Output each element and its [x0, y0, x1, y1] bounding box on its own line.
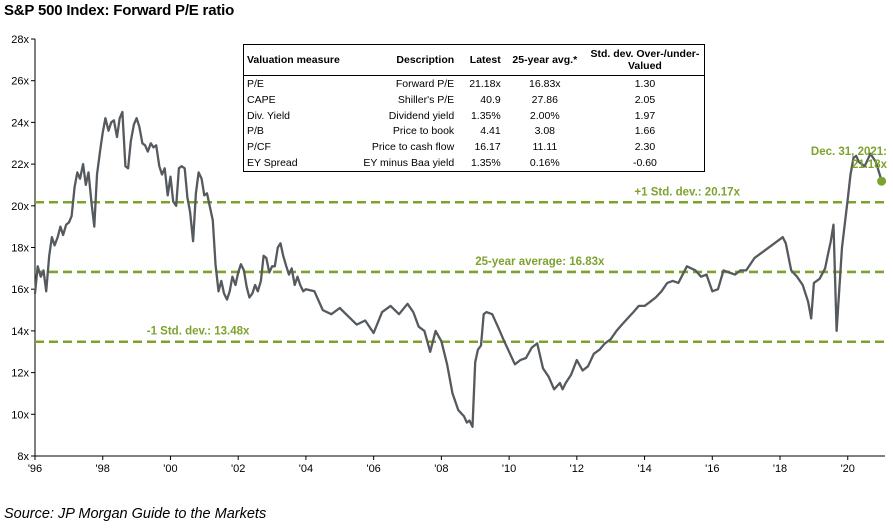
cell-stddev: 1.66 [634, 125, 656, 138]
series-line [33, 110, 883, 428]
x-tick-label: '02 [231, 463, 245, 475]
y-tick-label: 18x [11, 243, 29, 255]
reference-line-label: -1 Std. dev.: 13.48x [147, 326, 250, 338]
y-tick-label: 28x [11, 34, 29, 46]
end-point-marker [877, 176, 887, 186]
cell-measure: P/E [247, 77, 264, 90]
cell-latest: 4.41 [480, 125, 501, 138]
table-row: CAPE Shiller's P/E 40.9 27.86 2.05 [244, 92, 705, 108]
cell-description: Forward P/E [395, 77, 455, 90]
cell-measure: CAPE [247, 93, 276, 106]
y-tick-label: 14x [11, 326, 29, 338]
table-row: Div. Yield Dividend yield 1.35% 2.00% 1.… [244, 108, 705, 124]
cell-description: Dividend yield [388, 109, 455, 122]
x-tick-label: '96 [28, 463, 42, 475]
table-row: P/E Forward P/E 21.18x 16.83x 1.30 [244, 76, 705, 92]
cell-avg: 27.86 [531, 93, 558, 106]
cell-avg: 0.16% [529, 157, 560, 170]
header-description: Description [355, 44, 458, 76]
x-tick-label: '18 [773, 463, 787, 475]
x-tick-label: '98 [96, 463, 110, 475]
x-tick-label: '08 [434, 463, 448, 475]
end-point-label: 21.18x [852, 159, 888, 171]
y-tick-label: 26x [11, 76, 29, 88]
source-note: Source: JP Morgan Guide to the Markets [4, 506, 267, 522]
annotations: Dec. 31, 2021:21.18x [811, 146, 888, 186]
cell-latest: 1.35% [470, 109, 501, 122]
cell-measure: EY Spread [247, 157, 298, 170]
cell-latest: 40.9 [480, 93, 501, 106]
cell-stddev: 2.30 [634, 141, 656, 154]
cell-avg: 16.83x [529, 77, 561, 90]
chart-axes: 8x 10x 12x 14x 16x 18x 20x 22x 24x 26x 28x '96 '98 '0… [11, 34, 885, 475]
cell-stddev: 2.05 [634, 93, 656, 106]
x-tick-label: '12 [570, 463, 584, 475]
x-tick-label: '10 [502, 463, 516, 475]
table-row: EY Spread EY minus Baa yield 1.35% 0.16%… [244, 155, 705, 171]
y-tick-label: 22x [11, 159, 29, 171]
cell-latest: 21.18x [469, 77, 501, 90]
header-25yr-avg: 25-year avg.* [503, 44, 586, 76]
header-latest: Latest [457, 44, 504, 76]
y-tick-label: 10x [11, 409, 29, 421]
reference-line-label: 25-year average: 16.83x [475, 256, 605, 268]
reference-line-label: +1 Std. dev.: 20.17x [634, 186, 740, 198]
y-tick-label: 24x [11, 117, 29, 129]
x-tick-label: '00 [163, 463, 177, 475]
cell-avg: 2.00% [529, 109, 560, 122]
y-tick-label: 12x [11, 368, 29, 380]
y-tick-label: 8x [17, 451, 29, 463]
header-valuation-measure: Valuation measure [243, 44, 356, 76]
table-header-row: Valuation measure Description Latest 25-… [243, 44, 705, 76]
cell-description: Price to book [392, 125, 455, 138]
x-tick-label: '04 [299, 463, 313, 475]
y-tick-label: 16x [11, 284, 29, 296]
reference-lines: +1 Std. dev.: 20.17x 25-year average: 16.… [35, 186, 885, 344]
end-point-label: Dec. 31, 2021: [811, 146, 887, 158]
cell-description: Price to cash flow [371, 141, 455, 154]
cell-description: EY minus Baa yield [363, 157, 455, 170]
cell-measure: P/B [247, 125, 264, 138]
series-group [33, 110, 883, 428]
cell-measure: Div. Yield [247, 109, 290, 122]
cell-stddev: 1.97 [634, 109, 656, 122]
y-tick-label: 20x [11, 201, 29, 213]
header-std-dev: Std. dev. Over-/under-Valued [585, 44, 705, 76]
table-row: P/B Price to book 4.41 3.08 1.66 [244, 123, 705, 139]
cell-measure: P/CF [247, 141, 271, 154]
cell-description: Shiller's P/E [397, 93, 455, 106]
cell-latest: 16.17 [474, 141, 501, 154]
x-tick-label: '16 [705, 463, 719, 475]
page-title: S&P 500 Index: Forward P/E ratio [4, 2, 235, 19]
table-row: P/CF Price to cash flow 16.17 11.11 2.30 [244, 139, 705, 155]
cell-stddev: 1.30 [634, 77, 656, 90]
cell-stddev: -0.60 [632, 157, 657, 170]
cell-avg: 3.08 [534, 125, 556, 138]
x-tick-label: '14 [637, 463, 651, 475]
pe-ratio-chart: 8x 10x 12x 14x 16x 18x 20x 22x 24x 26x 28x '96 '98 '0… [11, 34, 888, 475]
valuation-table: Valuation measure Description Latest 25-… [243, 44, 705, 172]
x-tick-label: '20 [841, 463, 855, 475]
cell-avg: 11.11 [532, 141, 558, 154]
cell-latest: 1.35% [470, 157, 501, 170]
x-tick-label: '06 [366, 463, 380, 475]
